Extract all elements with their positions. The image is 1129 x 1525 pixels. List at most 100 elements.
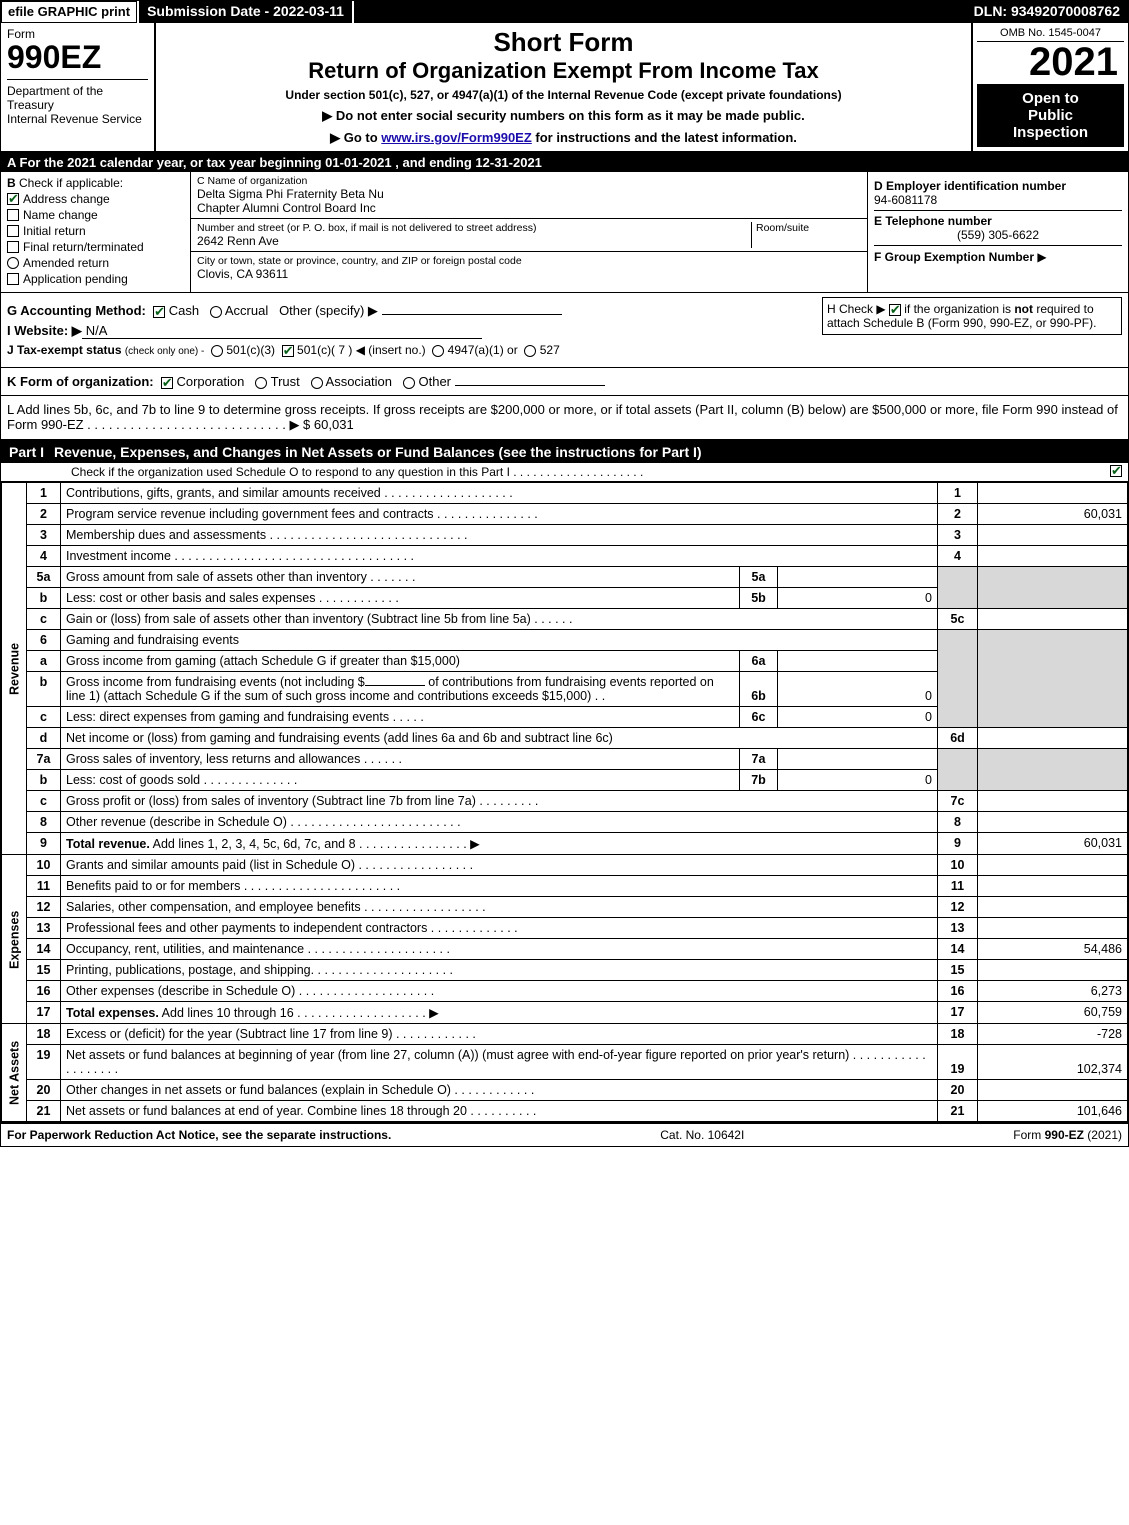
inline-box: 7a (740, 749, 778, 770)
footer-right-bold: 990-EZ (1045, 1128, 1084, 1142)
chk-application-pending[interactable]: Application pending (7, 272, 184, 286)
radio-icon[interactable] (210, 306, 222, 318)
open-to-public-box: Open to Public Inspection (977, 84, 1124, 147)
table-row: Revenue 1 Contributions, gifts, grants, … (2, 483, 1128, 504)
line-no: 19 (27, 1045, 61, 1080)
ein-label: D Employer identification number (874, 179, 1122, 193)
top-bar: efile GRAPHIC print Submission Date - 20… (1, 1, 1128, 23)
section-k-row: K Form of organization: Corporation Trus… (1, 368, 1128, 396)
checkbox-icon[interactable] (7, 225, 19, 237)
open-line2: Public (979, 107, 1122, 124)
r6b-blank[interactable] (365, 685, 425, 686)
table-row: Net Assets 18 Excess or (deficit) for th… (2, 1024, 1128, 1045)
grey-cell (938, 567, 978, 609)
line-box: 19 (938, 1045, 978, 1080)
line-val: 6,273 (978, 981, 1128, 1002)
city-value: Clovis, CA 93611 (197, 267, 861, 281)
line-no: 3 (27, 525, 61, 546)
chk-initial-return[interactable]: Initial return (7, 224, 184, 238)
open-line1: Open to (979, 90, 1122, 107)
line-val: -728 (978, 1024, 1128, 1045)
line-box: 7c (938, 791, 978, 812)
line-val (978, 791, 1128, 812)
irs-link[interactable]: www.irs.gov/Form990EZ (381, 130, 532, 145)
checkbox-icon[interactable] (7, 241, 19, 253)
chk-name-change[interactable]: Name change (7, 208, 184, 222)
line-no: b (27, 770, 61, 791)
line-desc: Membership dues and assessments . . . . … (61, 525, 938, 546)
line-val (978, 1080, 1128, 1101)
section-b-col: B Check if applicable: Address change Na… (1, 172, 191, 292)
radio-icon[interactable] (403, 377, 415, 389)
line-desc: Investment income . . . . . . . . . . . … (61, 546, 938, 567)
checkbox-icon[interactable] (7, 193, 19, 205)
radio-icon[interactable] (211, 345, 223, 357)
line-no: 21 (27, 1101, 61, 1122)
header-note-1: ▶ Do not enter social security numbers o… (164, 108, 963, 124)
form-container: efile GRAPHIC print Submission Date - 20… (0, 0, 1129, 1147)
line-no: 8 (27, 812, 61, 833)
line-box: 20 (938, 1080, 978, 1101)
j-527: 527 (540, 343, 560, 357)
chk-label: Initial return (23, 224, 86, 238)
dept-label: Department of the Treasury Internal Reve… (7, 79, 148, 126)
inline-box: 5b (740, 588, 778, 609)
radio-icon[interactable] (524, 345, 536, 357)
j-sub: (check only one) - (125, 346, 204, 357)
inline-val: 0 (778, 770, 938, 791)
topbar-spacer (354, 1, 966, 23)
g-other: Other (specify) ▶ (279, 303, 378, 318)
g-other-input[interactable] (382, 314, 562, 315)
radio-icon[interactable] (7, 257, 19, 269)
grey-cell (978, 630, 1128, 728)
line-val (978, 609, 1128, 630)
line-desc: Program service revenue including govern… (61, 504, 938, 525)
table-row: 19Net assets or fund balances at beginni… (2, 1045, 1128, 1080)
chk-amended-return[interactable]: Amended return (7, 256, 184, 270)
line-no: c (27, 791, 61, 812)
checkbox-icon[interactable] (153, 306, 165, 318)
section-h-box: H Check ▶ if the organization is not req… (822, 297, 1122, 335)
chk-final-return[interactable]: Final return/terminated (7, 240, 184, 254)
efile-print-label[interactable]: efile GRAPHIC print (1, 1, 137, 23)
checkbox-icon[interactable] (282, 345, 294, 357)
section-e-row: E Telephone number (559) 305-6622 (874, 211, 1122, 246)
line-desc: Benefits paid to or for members . . . . … (61, 876, 938, 897)
footer-right: Form 990-EZ (2021) (1013, 1128, 1122, 1142)
g-label: G Accounting Method: (7, 303, 146, 318)
k-other-input[interactable] (455, 385, 605, 386)
chk-address-change[interactable]: Address change (7, 192, 184, 206)
j-501c3: 501(c)(3) (226, 343, 275, 357)
city-label: City or town, state or province, country… (197, 255, 861, 267)
radio-icon[interactable] (311, 377, 323, 389)
radio-icon[interactable] (255, 377, 267, 389)
table-row: 8 Other revenue (describe in Schedule O)… (2, 812, 1128, 833)
checkbox-icon[interactable] (889, 304, 901, 316)
line-val: 102,374 (978, 1045, 1128, 1080)
line-no: 4 (27, 546, 61, 567)
r9-rest: Add lines 1, 2, 3, 4, 5c, 6d, 7c, and 8 … (153, 837, 467, 851)
table-row: 14Occupancy, rent, utilities, and mainte… (2, 939, 1128, 960)
section-bcdef-row: B Check if applicable: Address change Na… (1, 172, 1128, 293)
section-f-row: F Group Exemption Number ▶ (874, 246, 1122, 264)
line-val (978, 525, 1128, 546)
j-501c: 501(c)( 7 ) ◀ (insert no.) (297, 343, 426, 357)
line-no: 7a (27, 749, 61, 770)
page-footer: For Paperwork Reduction Act Notice, see … (1, 1122, 1128, 1146)
j-label: J Tax-exempt status (7, 343, 122, 357)
k-label: K Form of organization: (7, 374, 154, 389)
header-note-2: ▶ Go to www.irs.gov/Form990EZ for instru… (164, 130, 963, 146)
table-row: 3 Membership dues and assessments . . . … (2, 525, 1128, 546)
inline-val: 0 (778, 707, 938, 728)
checkbox-icon[interactable] (7, 209, 19, 221)
table-row: 4 Investment income . . . . . . . . . . … (2, 546, 1128, 567)
checkbox-icon[interactable] (161, 377, 173, 389)
line-desc: Less: cost or other basis and sales expe… (61, 588, 740, 609)
note2-suffix: for instructions and the latest informat… (532, 130, 797, 145)
submission-date-label: Submission Date - 2022-03-11 (137, 1, 354, 23)
checkbox-icon[interactable] (1110, 465, 1122, 477)
radio-icon[interactable] (432, 345, 444, 357)
line-val (978, 812, 1128, 833)
line-desc: Salaries, other compensation, and employ… (61, 897, 938, 918)
checkbox-icon[interactable] (7, 273, 19, 285)
